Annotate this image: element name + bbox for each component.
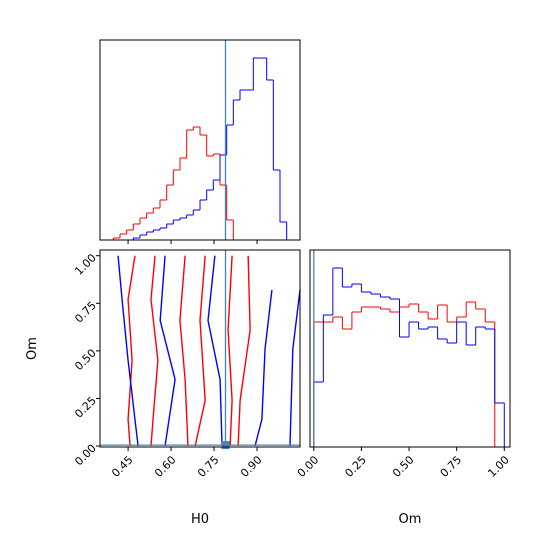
x-tick-label: 0.50	[390, 453, 417, 480]
contour	[207, 255, 223, 447]
contour	[194, 255, 206, 447]
contour	[127, 255, 136, 447]
x-axis-label: H0	[191, 512, 209, 527]
contour	[159, 255, 176, 447]
y-tick-label: 0.75	[72, 299, 99, 326]
x-tick-label: 0.60	[152, 453, 179, 480]
contour	[237, 255, 251, 447]
axes-frame	[99, 249, 301, 448]
x-tick-label: 0.90	[238, 453, 265, 480]
x-tick-label: 0.00	[295, 453, 322, 480]
x-tick-label: 0.25	[342, 453, 369, 480]
contour	[150, 255, 159, 447]
axes-frame	[99, 39, 301, 241]
x-tick-label: 0.75	[195, 453, 222, 480]
y-axis-label: Om	[25, 337, 40, 360]
y-tick-label: 1.00	[72, 251, 99, 278]
axes-frame	[309, 249, 511, 448]
y-tick-label: 0.50	[72, 347, 99, 374]
x-tick-label: 0.75	[438, 453, 465, 480]
truth-point	[221, 441, 230, 450]
y-tick-label: 0.00	[72, 442, 99, 469]
x-tick-label: 1.00	[485, 453, 512, 480]
contour	[289, 289, 301, 447]
contour	[254, 289, 273, 447]
contour	[227, 255, 233, 447]
contour	[117, 255, 139, 447]
x-axis-label: Om	[399, 512, 422, 527]
x-tick-label: 0.45	[109, 453, 136, 480]
contour	[179, 255, 189, 447]
y-tick-label: 0.25	[72, 394, 99, 421]
